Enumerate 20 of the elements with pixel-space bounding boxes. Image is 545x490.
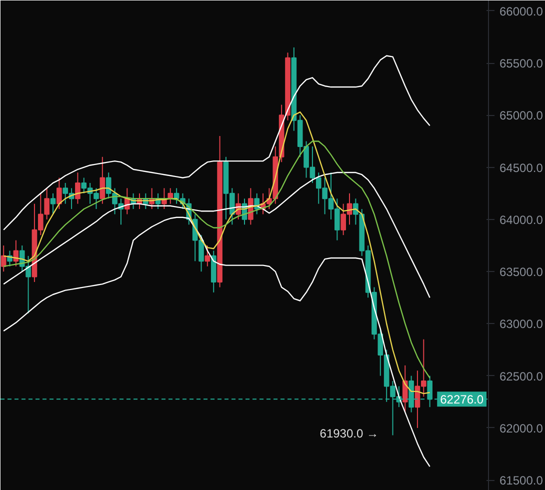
y-tick-label: 64500.0 bbox=[500, 160, 544, 175]
annotation: 61930.0 → bbox=[320, 426, 379, 440]
y-tick-label: 64000.0 bbox=[500, 212, 544, 227]
y-tick-label: 63500.0 bbox=[500, 265, 544, 280]
candlestick bbox=[50, 192, 56, 215]
candlestick bbox=[402, 364, 408, 413]
y-tick-label: 65000.0 bbox=[500, 108, 544, 123]
y-tick-label: 61500.0 bbox=[500, 474, 544, 488]
y-tick-label: 63000.0 bbox=[500, 317, 544, 332]
y-tick-label: 65500.0 bbox=[500, 56, 544, 71]
candlestick bbox=[204, 245, 210, 267]
candlestick bbox=[56, 177, 62, 210]
line-series bbox=[2, 172, 430, 298]
ref-line-label: 62276.0 bbox=[440, 392, 484, 407]
candlestick bbox=[75, 172, 80, 204]
line-series bbox=[2, 55, 430, 230]
y-tick-label: 62500.0 bbox=[500, 369, 544, 384]
y-tick-label: 62000.0 bbox=[500, 421, 544, 436]
candlestick bbox=[0, 245, 6, 272]
y-tick-label: 66000.0 bbox=[500, 4, 544, 18]
